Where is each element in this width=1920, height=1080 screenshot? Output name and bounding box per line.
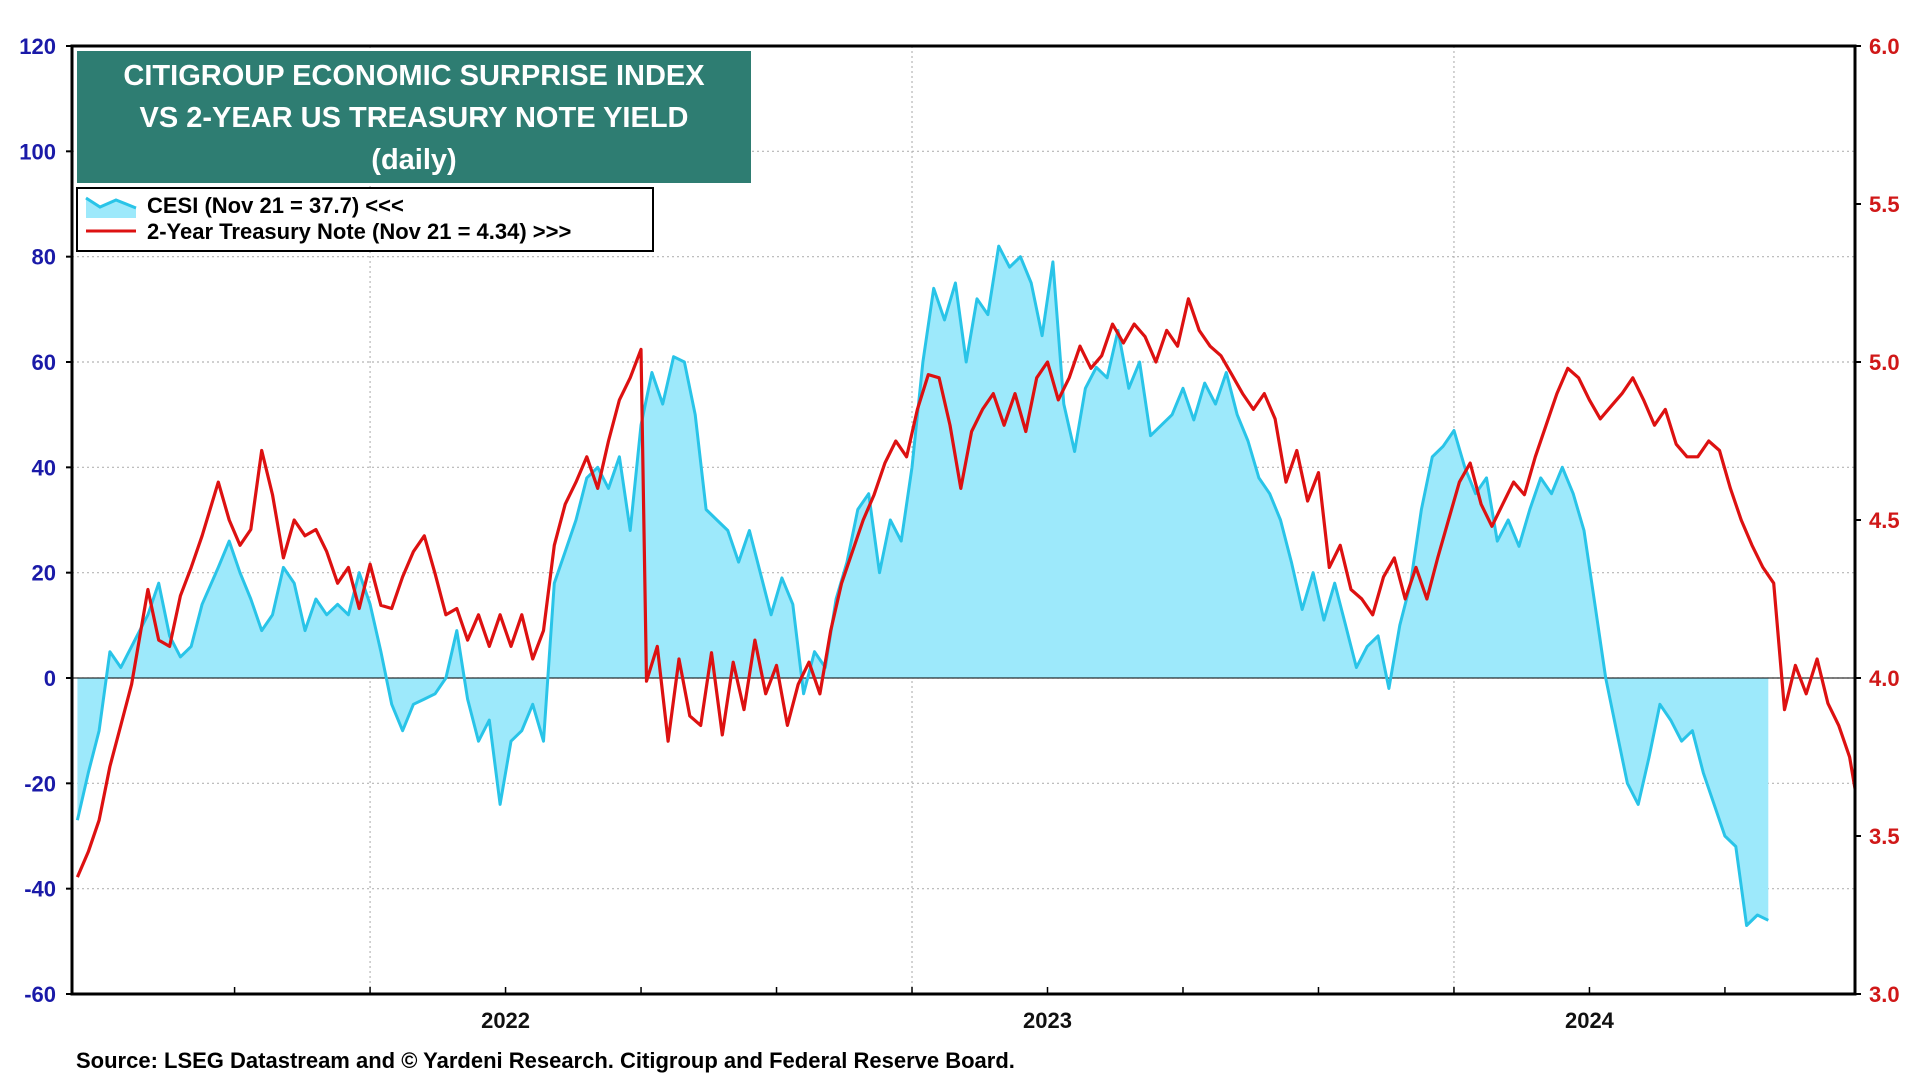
axis-layer: -60 -40 -20 0 20 40 60 80 100 120 3.0 3.5 4.0 4.5 5.0 5…	[19, 34, 1899, 1033]
cesi-area	[77, 246, 1769, 926]
x-tick-label: 2023	[1023, 1008, 1072, 1033]
legend-cesi-line	[85, 196, 137, 210]
legend-cesi-label: CESI (Nov 21 = 37.7) <<<	[147, 193, 404, 218]
x-tick-label: 2024	[1565, 1008, 1615, 1033]
left-tick-label: 20	[32, 561, 56, 586]
title-line-1: CITIGROUP ECONOMIC SURPRISE INDEX	[123, 60, 705, 92]
left-tick-label: 100	[19, 139, 56, 164]
treasury-series-line	[75, 297, 1857, 878]
left-tick-label: 60	[32, 350, 56, 375]
source-note: Source: LSEG Datastream and © Yardeni Re…	[76, 1048, 1015, 1073]
x-tick-label: 2022	[481, 1008, 530, 1033]
left-tick-label: 80	[32, 245, 56, 270]
cesi-area-layer	[77, 246, 1769, 926]
right-tick-label: 3.0	[1869, 982, 1900, 1007]
legend-box: CESI (Nov 21 = 37.7) <<< 2-Year Treasury…	[76, 187, 654, 252]
left-tick-label: 0	[44, 666, 56, 691]
cesi-series-line	[75, 244, 1769, 927]
legend-frame	[76, 187, 654, 252]
right-tick-label: 5.5	[1869, 192, 1900, 217]
legend-treasury-label: 2-Year Treasury Note (Nov 21 = 4.34) >>>	[147, 219, 571, 244]
right-tick-label: 3.5	[1869, 824, 1900, 849]
right-tick-label: 6.0	[1869, 34, 1900, 59]
left-tick-label: -20	[24, 771, 56, 796]
left-tick-label: -60	[24, 982, 56, 1007]
title-line-2: VS 2-YEAR US TREASURY NOTE YIELD	[140, 102, 689, 134]
right-tick-label: 4.0	[1869, 666, 1900, 691]
left-tick-label: 120	[19, 34, 56, 59]
right-tick-label: 4.5	[1869, 508, 1900, 533]
series-line-layer	[75, 244, 1857, 927]
left-tick-label: -40	[24, 877, 56, 902]
right-tick-label: 5.0	[1869, 350, 1900, 375]
title-box: CITIGROUP ECONOMIC SURPRISE INDEX VS 2-Y…	[77, 51, 751, 183]
left-tick-label: 40	[32, 455, 56, 480]
title-background	[77, 51, 751, 183]
title-line-3: (daily)	[371, 144, 456, 176]
